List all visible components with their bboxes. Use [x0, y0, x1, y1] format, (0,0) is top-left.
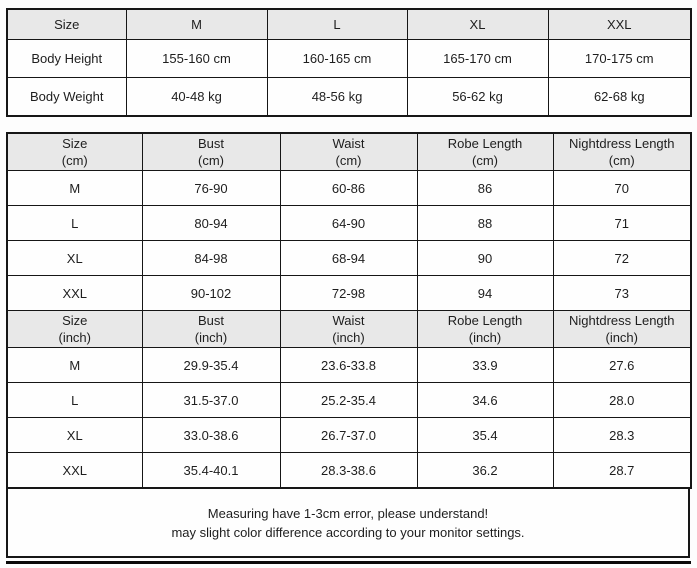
header-cell-size: Size [6, 8, 127, 40]
value-cell: 23.6-33.8 [279, 347, 418, 383]
body-size-header-row: Size M L XL XXL [6, 8, 692, 40]
value-cell: 33.0-38.6 [141, 417, 281, 453]
header-cell-waist-cm: Waist (cm) [279, 132, 418, 171]
value-cell: 165-170 cm [406, 39, 549, 78]
row-label-cell: L [6, 205, 143, 241]
value-cell: 72 [552, 240, 692, 276]
value-cell: 76-90 [141, 170, 281, 206]
value-cell: 33.9 [416, 347, 554, 383]
value-cell: 70 [552, 170, 692, 206]
header-cell-nightdress-length-cm: Nightdress Length (cm) [552, 132, 692, 171]
header-cell-waist-inch: Waist (inch) [279, 310, 418, 348]
value-cell: 25.2-35.4 [279, 382, 418, 418]
value-cell: 155-160 cm [125, 39, 268, 78]
value-cell: 80-94 [141, 205, 281, 241]
value-cell: 60-86 [279, 170, 418, 206]
value-cell: 31.5-37.0 [141, 382, 281, 418]
value-cell: 28.3-38.6 [279, 452, 418, 489]
note-line-color: may slight color difference according to… [171, 524, 525, 540]
header-cell-xxl: XXL [547, 8, 692, 40]
row-label-cell: M [6, 347, 143, 383]
header-cell-bust-cm: Bust (cm) [141, 132, 281, 171]
header-cell-robe-length-cm: Robe Length (cm) [416, 132, 554, 171]
inch-row-m: M 29.9-35.4 23.6-33.8 33.9 27.6 [6, 347, 692, 383]
row-label-cell: XL [6, 417, 143, 453]
value-cell: 48-56 kg [266, 77, 408, 117]
value-cell: 90 [416, 240, 554, 276]
header-cell-size-inch: Size (inch) [6, 310, 143, 348]
value-cell: 71 [552, 205, 692, 241]
value-cell: 86 [416, 170, 554, 206]
row-label-cell: Body Weight [6, 77, 127, 117]
cm-header-row: Size (cm) Bust (cm) Waist (cm) Robe Leng… [6, 132, 692, 171]
value-cell: 73 [552, 275, 692, 311]
note-box: Measuring have 1-3cm error, please under… [6, 487, 690, 558]
inch-row-xl: XL 33.0-38.6 26.7-37.0 35.4 28.3 [6, 417, 692, 453]
header-cell-nightdress-length-inch: Nightdress Length (inch) [552, 310, 692, 348]
header-cell-m: M [125, 8, 268, 40]
inch-row-xxl: XXL 35.4-40.1 28.3-38.6 36.2 28.7 [6, 452, 692, 489]
value-cell: 64-90 [279, 205, 418, 241]
body-size-table: Size M L XL XXL Body Height 155-160 cm 1… [6, 8, 692, 117]
inch-header-row: Size (inch) Bust (inch) Waist (inch) Rob… [6, 310, 692, 348]
cm-row-m: M 76-90 60-86 86 70 [6, 170, 692, 206]
value-cell: 28.0 [552, 382, 692, 418]
value-cell: 68-94 [279, 240, 418, 276]
header-cell-size-cm: Size (cm) [6, 132, 143, 171]
value-cell: 94 [416, 275, 554, 311]
value-cell: 84-98 [141, 240, 281, 276]
value-cell: 72-98 [279, 275, 418, 311]
note-line-measuring: Measuring have 1-3cm error, please under… [207, 505, 489, 521]
value-cell: 29.9-35.4 [141, 347, 281, 383]
cm-row-xl: XL 84-98 68-94 90 72 [6, 240, 692, 276]
row-label-cell: Body Height [6, 39, 127, 78]
body-weight-row: Body Weight 40-48 kg 48-56 kg 56-62 kg 6… [6, 77, 692, 117]
value-cell: 26.7-37.0 [279, 417, 418, 453]
value-cell: 90-102 [141, 275, 281, 311]
row-label-cell: XXL [6, 275, 143, 311]
value-cell: 27.6 [552, 347, 692, 383]
value-cell: 160-165 cm [266, 39, 408, 78]
value-cell: 40-48 kg [125, 77, 268, 117]
value-cell: 28.7 [552, 452, 692, 489]
cm-row-l: L 80-94 64-90 88 71 [6, 205, 692, 241]
row-label-cell: XL [6, 240, 143, 276]
value-cell: 88 [416, 205, 554, 241]
header-cell-xl: XL [406, 8, 549, 40]
row-label-cell: M [6, 170, 143, 206]
row-label-cell: L [6, 382, 143, 418]
header-cell-l: L [266, 8, 408, 40]
value-cell: 35.4 [416, 417, 554, 453]
cm-row-xxl: XXL 90-102 72-98 94 73 [6, 275, 692, 311]
header-cell-bust-inch: Bust (inch) [141, 310, 281, 348]
value-cell: 28.3 [552, 417, 692, 453]
value-cell: 56-62 kg [406, 77, 549, 117]
row-label-cell: XXL [6, 452, 143, 489]
value-cell: 35.4-40.1 [141, 452, 281, 489]
value-cell: 62-68 kg [547, 77, 692, 117]
garment-size-table: Size (cm) Bust (cm) Waist (cm) Robe Leng… [6, 132, 692, 489]
value-cell: 34.6 [416, 382, 554, 418]
header-cell-robe-length-inch: Robe Length (inch) [416, 310, 554, 348]
bottom-divider-bar [6, 561, 691, 564]
value-cell: 170-175 cm [547, 39, 692, 78]
inch-row-l: L 31.5-37.0 25.2-35.4 34.6 28.0 [6, 382, 692, 418]
value-cell: 36.2 [416, 452, 554, 489]
body-height-row: Body Height 155-160 cm 160-165 cm 165-17… [6, 39, 692, 78]
